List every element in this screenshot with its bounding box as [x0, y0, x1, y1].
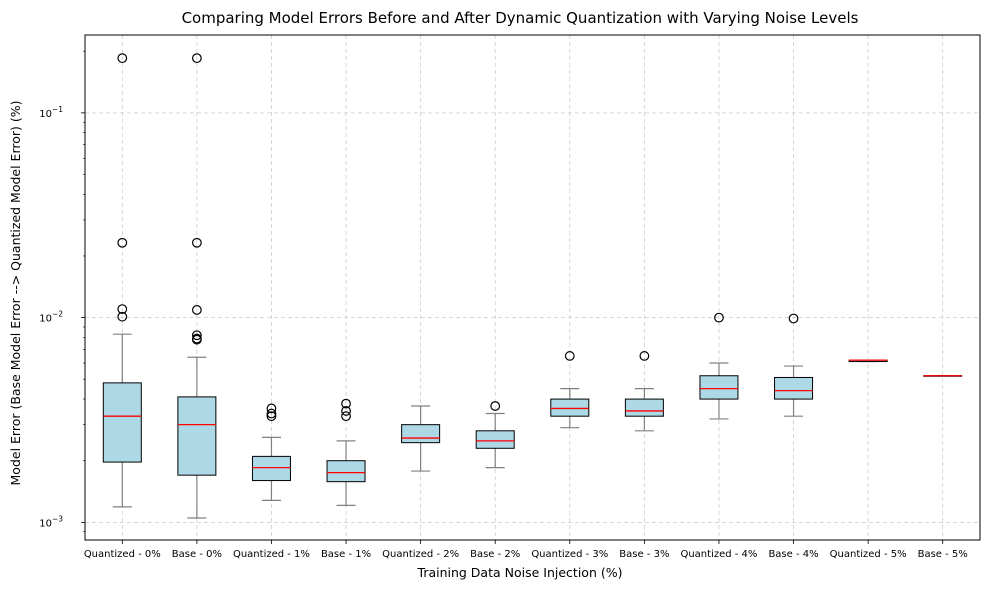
y-tick-exponent: −3	[52, 514, 63, 523]
y-tick-label: 10−1	[39, 105, 63, 120]
box	[102, 382, 142, 463]
outlier-point	[266, 411, 277, 422]
x-tick-label: Quantized - 0%	[84, 549, 161, 560]
outlier-point	[266, 403, 277, 414]
y-tick-label: 10−3	[39, 514, 63, 529]
x-axis-label: Training Data Noise Injection (%)	[417, 565, 623, 580]
x-tick-label: Base - 0%	[172, 549, 222, 560]
outlier-point	[341, 398, 351, 409]
outlier-point	[191, 330, 202, 341]
x-tick-label: Base - 2%	[470, 549, 520, 560]
box	[774, 376, 814, 400]
x-tick-label: Base - 5%	[918, 549, 968, 560]
outlier-point	[117, 237, 128, 248]
box	[624, 398, 664, 417]
x-tick-label: Base - 1%	[321, 549, 371, 560]
x-tick-label: Quantized - 5%	[830, 549, 907, 560]
y-axis-ticks: 10−310−210−1	[39, 50, 85, 533]
outlier-points	[117, 53, 799, 422]
x-tick-label: Quantized - 2%	[382, 549, 459, 560]
outlier-point	[117, 304, 128, 315]
y-axis-label: Model Error (Base Model Error --> Quanti…	[8, 101, 23, 486]
outlier-point	[117, 311, 128, 322]
x-tick-label: Base - 3%	[619, 549, 669, 560]
outlier-point	[714, 312, 724, 323]
box	[475, 430, 515, 449]
outlier-point	[490, 401, 501, 411]
y-tick-base: 10	[39, 314, 52, 325]
y-tick-exponent: −1	[52, 105, 63, 114]
outlier-point	[564, 351, 575, 361]
box	[326, 460, 366, 483]
x-tick-label: Base - 4%	[768, 549, 818, 560]
box	[550, 398, 590, 417]
outlier-point	[266, 408, 277, 419]
grid-lines	[85, 35, 980, 540]
x-tick-label: Quantized - 4%	[680, 549, 757, 560]
outlier-point	[341, 406, 351, 416]
plot-area-frame	[84, 34, 981, 541]
outlier-point	[191, 334, 202, 345]
outlier-point	[191, 237, 202, 248]
outlier-point	[117, 53, 128, 64]
chart-title: Comparing Model Errors Before and After …	[182, 9, 859, 27]
x-tick-label: Quantized - 1%	[233, 549, 310, 560]
x-tick-label: Quantized - 3%	[531, 549, 608, 560]
box	[699, 375, 739, 400]
y-tick-base: 10	[39, 518, 52, 529]
outlier-point	[639, 351, 650, 361]
outlier-point	[341, 411, 351, 422]
box	[401, 424, 441, 444]
y-tick-exponent: −2	[52, 310, 63, 319]
boxes	[102, 333, 963, 519]
outlier-point	[191, 305, 202, 315]
box	[251, 455, 291, 482]
x-axis-ticks: Quantized - 0% Base - 0% Quantized - 1% Bas…	[84, 540, 968, 560]
outlier-point	[191, 53, 202, 64]
box	[177, 396, 217, 476]
y-tick-label: 10−2	[39, 310, 63, 325]
y-tick-base: 10	[39, 109, 52, 120]
outlier-point	[788, 313, 799, 324]
